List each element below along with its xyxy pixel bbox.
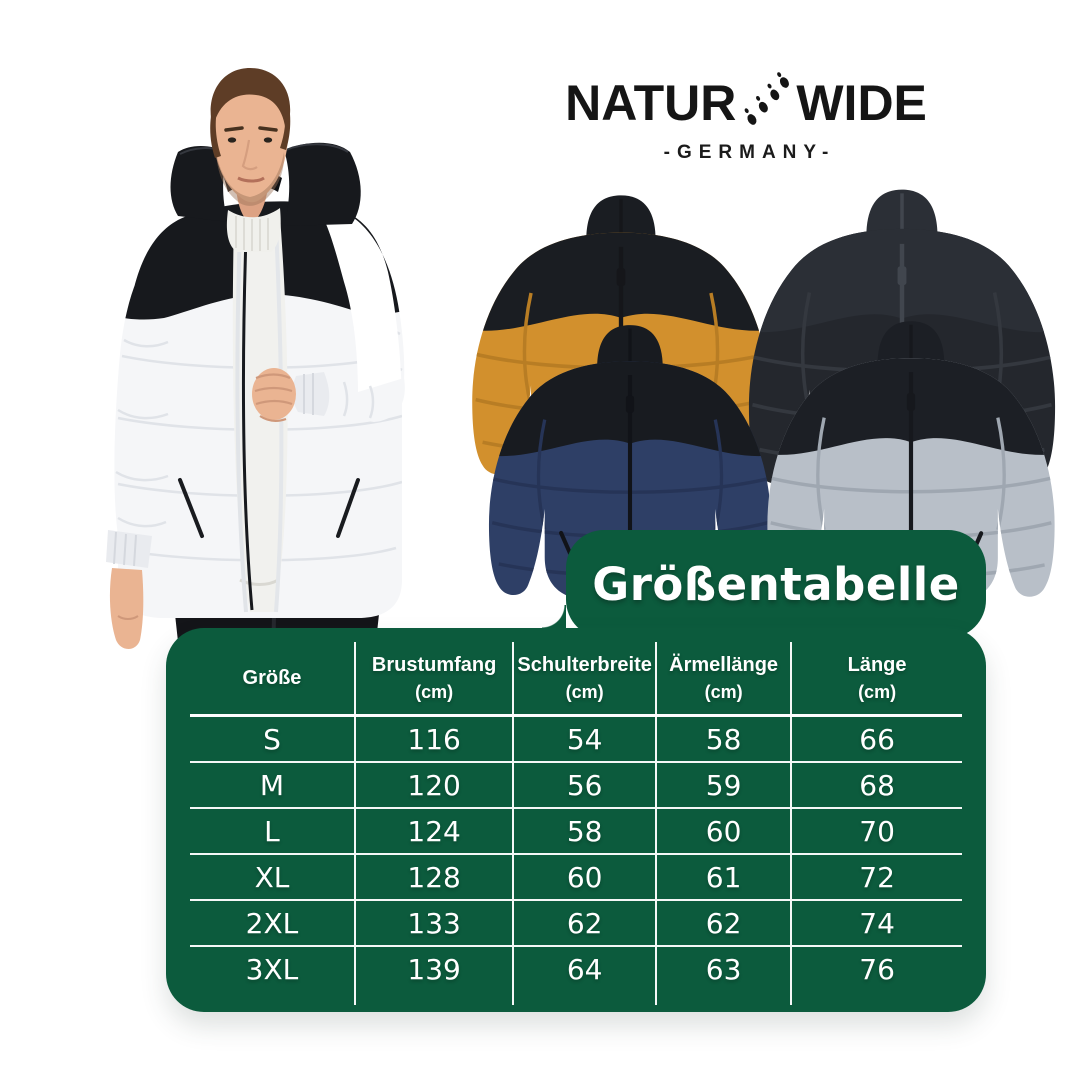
size-cell: 2XL xyxy=(190,901,356,945)
brand-subtitle: -GERMANY- xyxy=(663,142,836,163)
measure-cell: 54 xyxy=(514,717,658,761)
column-header: Größe xyxy=(190,642,356,714)
size-chart-title-panel: Größentabelle xyxy=(566,530,986,638)
measure-cell: 68 xyxy=(859,768,895,802)
column-label: Ärmellänge xyxy=(669,653,779,676)
footprints-icon xyxy=(744,72,790,125)
measure-cell: 59 xyxy=(657,763,793,807)
brand-logo: NATUR WIDE -GERMANY- xyxy=(556,72,936,164)
size-chart-panel: Größe Brustumfang (cm) Schulterbreite (cm) Är… xyxy=(166,628,986,1012)
column-header: Brustumfang (cm) xyxy=(356,642,515,714)
measure-cell: 72 xyxy=(859,860,895,894)
column-header: Schulterbreite (cm) xyxy=(514,642,658,714)
column-label: Schulterbreite xyxy=(517,653,652,676)
measure-cell: 133 xyxy=(356,901,515,945)
measure-cell: 120 xyxy=(356,763,515,807)
measure-cell: 58 xyxy=(514,809,658,853)
brand-name-left: NATUR xyxy=(565,75,737,131)
measure-cell: 76 xyxy=(859,953,895,986)
table-row: S 116 54 58 66 xyxy=(190,717,962,763)
measure-cell: 124 xyxy=(356,809,515,853)
column-label: Länge xyxy=(847,653,907,676)
measure-cell: 63 xyxy=(657,947,793,1005)
size-cell: M xyxy=(190,763,356,807)
table-row: M 120 56 59 68 xyxy=(190,763,962,809)
size-table: Größe Brustumfang (cm) Schulterbreite (cm) Är… xyxy=(190,642,962,1005)
measure-cell: 61 xyxy=(657,855,793,899)
measure-cell: 62 xyxy=(514,901,658,945)
measure-cell: 64 xyxy=(514,947,658,1005)
size-cell: XL xyxy=(190,855,356,899)
table-header-row: Größe Brustumfang (cm) Schulterbreite (cm) Är… xyxy=(190,642,962,717)
column-unit: (cm) xyxy=(565,681,604,702)
measure-cell: 70 xyxy=(859,814,895,848)
size-cell: S xyxy=(190,717,356,761)
brand-name-right: WIDE xyxy=(796,75,927,131)
column-unit: (cm) xyxy=(704,681,743,702)
brand-name: NATUR WIDE xyxy=(556,72,936,132)
size-chart-title: Größentabelle xyxy=(592,557,960,611)
column-header: Ärmellänge (cm) xyxy=(657,642,793,714)
measure-cell: 60 xyxy=(514,855,658,899)
measure-cell: 56 xyxy=(514,763,658,807)
measure-cell: 139 xyxy=(356,947,515,1005)
measure-cell: 62 xyxy=(657,901,793,945)
measure-cell: 60 xyxy=(657,809,793,853)
column-label: Brustumfang xyxy=(371,653,497,676)
table-row: L 124 58 60 70 xyxy=(190,809,962,855)
measure-cell: 116 xyxy=(356,717,515,761)
table-row: 2XL 133 62 62 74 xyxy=(190,901,962,947)
measure-cell: 58 xyxy=(657,717,793,761)
measure-cell: 66 xyxy=(859,722,895,756)
column-label: Größe xyxy=(242,666,302,689)
table-row: 3XL 139 64 63 76 xyxy=(190,947,962,1005)
size-cell: 3XL xyxy=(190,947,356,1005)
model-photo xyxy=(28,60,460,661)
measure-cell: 128 xyxy=(356,855,515,899)
column-header: Länge (cm) xyxy=(792,642,962,714)
column-unit: (cm) xyxy=(415,681,454,702)
measure-cell: 74 xyxy=(859,906,895,940)
size-cell: L xyxy=(190,809,356,853)
table-row: XL 128 60 61 72 xyxy=(190,855,962,901)
column-unit: (cm) xyxy=(858,681,897,702)
panel-corner-fillet xyxy=(542,605,566,629)
